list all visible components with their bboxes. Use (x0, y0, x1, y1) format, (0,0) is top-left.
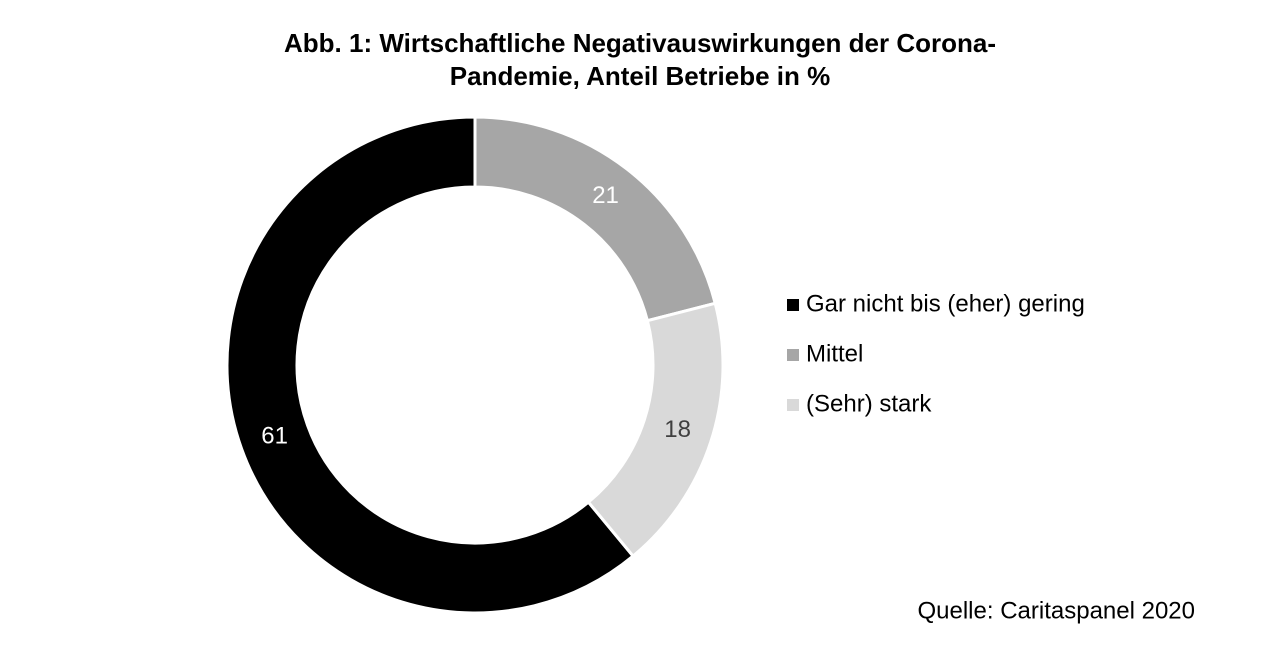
legend-swatch (787, 349, 799, 361)
legend-label: Gar nicht bis (eher) gering (806, 290, 1085, 317)
donut-slice (586, 301, 725, 559)
source-note: Quelle: Caritaspanel 2020 (917, 597, 1195, 624)
legend-swatch (787, 299, 799, 311)
data-label: 61 (261, 422, 288, 449)
legend-label: Mittel (806, 340, 863, 367)
data-label: 21 (592, 182, 619, 209)
chart-title: Abb. 1: Wirtschaftliche Negativauswirkun… (284, 28, 996, 91)
legend-swatch (787, 399, 799, 411)
data-label: 18 (664, 416, 691, 443)
donut-slice (225, 115, 636, 615)
donut-slice (473, 115, 718, 323)
legend-label: (Sehr) stark (806, 390, 932, 417)
